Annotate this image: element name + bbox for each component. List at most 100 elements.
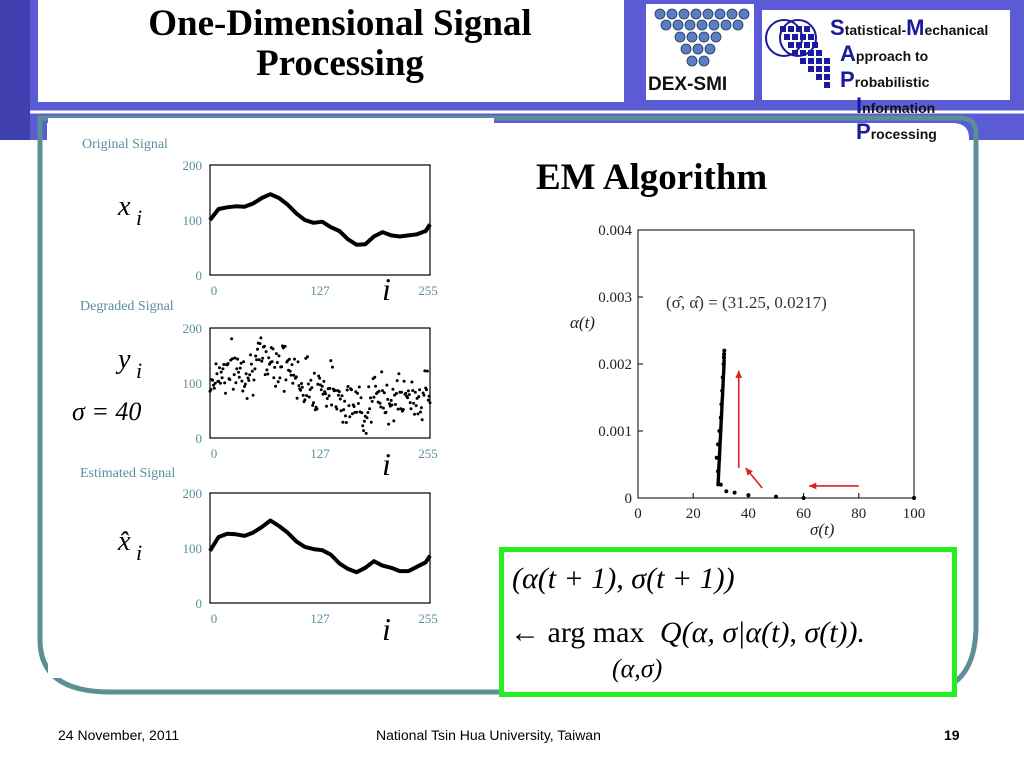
degraded-point bbox=[419, 406, 423, 410]
degraded-point bbox=[414, 404, 418, 408]
degraded-point bbox=[427, 394, 431, 398]
y-tick-label: 100 bbox=[183, 376, 203, 391]
signal-symbol: x bbox=[117, 191, 131, 222]
degraded-point bbox=[211, 378, 215, 382]
degraded-point bbox=[212, 386, 216, 390]
degraded-point bbox=[292, 373, 296, 377]
degraded-point bbox=[392, 419, 396, 423]
degraded-point bbox=[274, 384, 278, 388]
degraded-point bbox=[257, 358, 261, 362]
degraded-point bbox=[252, 378, 256, 382]
em-trajectory-point bbox=[912, 496, 916, 500]
degraded-point bbox=[416, 412, 420, 416]
degraded-point bbox=[288, 369, 292, 373]
degraded-point bbox=[333, 388, 337, 392]
degraded-point bbox=[272, 376, 276, 380]
degraded-point bbox=[404, 391, 408, 395]
degraded-point bbox=[297, 384, 301, 388]
degraded-point bbox=[373, 375, 377, 379]
footer-institution: National Tsin Hua University, Taiwan bbox=[376, 727, 601, 743]
degraded-point bbox=[368, 407, 372, 411]
degraded-point bbox=[247, 379, 251, 382]
degraded-point bbox=[367, 385, 371, 389]
degraded-point bbox=[340, 394, 344, 398]
degraded-point bbox=[401, 408, 405, 411]
degraded-point bbox=[318, 376, 322, 380]
degraded-point bbox=[409, 407, 413, 411]
degraded-point bbox=[263, 373, 267, 377]
degraded-point bbox=[410, 380, 414, 384]
y-tick-label: 0 bbox=[196, 596, 203, 611]
degraded-point bbox=[374, 384, 378, 388]
degraded-point bbox=[380, 370, 384, 374]
em-trajectory-point bbox=[724, 489, 729, 494]
degraded-point bbox=[356, 391, 359, 395]
degraded-point bbox=[287, 357, 291, 361]
degraded-point bbox=[219, 370, 223, 374]
degraded-point bbox=[384, 410, 388, 414]
degraded-point bbox=[228, 378, 232, 382]
degraded-point bbox=[248, 373, 252, 377]
degraded-point bbox=[214, 362, 218, 366]
degraded-point bbox=[378, 401, 382, 405]
degraded-point bbox=[253, 367, 257, 371]
degraded-point bbox=[402, 379, 406, 383]
degraded-point bbox=[296, 360, 300, 364]
degraded-point bbox=[259, 336, 263, 340]
signal-subscript: i bbox=[136, 358, 142, 383]
degraded-point bbox=[320, 384, 324, 388]
degraded-point bbox=[237, 370, 240, 374]
y-tick-label: 200 bbox=[183, 321, 203, 336]
degraded-point bbox=[230, 357, 234, 361]
degraded-point bbox=[212, 383, 215, 387]
degraded-point bbox=[329, 359, 333, 363]
degraded-point bbox=[348, 415, 352, 419]
degraded-point bbox=[312, 371, 316, 375]
arrow-head bbox=[809, 482, 817, 490]
em-trajectory-point bbox=[722, 352, 726, 356]
y-tick-label: 0 bbox=[196, 431, 203, 446]
degraded-point bbox=[306, 355, 309, 359]
smapip-text: Statistical-Mechanical Approach to Proba… bbox=[830, 16, 1010, 146]
x-tick-label: 127 bbox=[310, 446, 330, 461]
degraded-point bbox=[284, 378, 288, 382]
em-trajectory-point bbox=[722, 348, 727, 353]
degraded-point bbox=[311, 403, 315, 407]
em-plot: 0 0.001 0.002 0.003 0.004 0 20 40 60 80 100 α(t) σ(t… bbox=[570, 223, 925, 539]
plot-frame bbox=[209, 327, 431, 439]
degraded-point bbox=[278, 376, 282, 380]
degraded-point bbox=[274, 352, 278, 356]
degraded-point bbox=[265, 368, 269, 372]
degraded-point bbox=[243, 385, 246, 388]
x-axis-label: i bbox=[382, 271, 391, 307]
degraded-point bbox=[218, 366, 221, 370]
degraded-point bbox=[413, 390, 417, 394]
degraded-point bbox=[342, 408, 346, 412]
degraded-point bbox=[408, 401, 412, 405]
degraded-point bbox=[345, 388, 349, 392]
y-tick-label: 0 bbox=[196, 268, 203, 283]
y-tick-label: 200 bbox=[183, 486, 203, 501]
degraded-point bbox=[385, 383, 389, 387]
degraded-point bbox=[369, 396, 372, 400]
degraded-point bbox=[258, 342, 262, 346]
degraded-point bbox=[337, 390, 341, 394]
smapip-logo: Statistical-Mechanical Approach to Proba… bbox=[762, 10, 1010, 144]
em-x-tick-label: 20 bbox=[686, 506, 701, 522]
degraded-point bbox=[387, 422, 391, 426]
degraded-point bbox=[425, 388, 428, 392]
degraded-point bbox=[275, 361, 279, 364]
degraded-point bbox=[377, 389, 381, 393]
footer-date: 24 November, 2011 bbox=[58, 727, 180, 743]
degraded-point bbox=[303, 398, 307, 402]
degraded-point bbox=[343, 399, 347, 403]
degraded-point bbox=[419, 410, 422, 414]
degraded-point bbox=[217, 379, 221, 383]
degraded-point bbox=[339, 409, 343, 413]
degraded-point bbox=[244, 372, 248, 376]
equation-line-2: ← arg max Q(α, σ|α(t), σ(t)). bbox=[510, 616, 865, 650]
degraded-point bbox=[277, 354, 281, 358]
degraded-point bbox=[366, 411, 370, 414]
x-tick-label: 127 bbox=[310, 611, 330, 626]
